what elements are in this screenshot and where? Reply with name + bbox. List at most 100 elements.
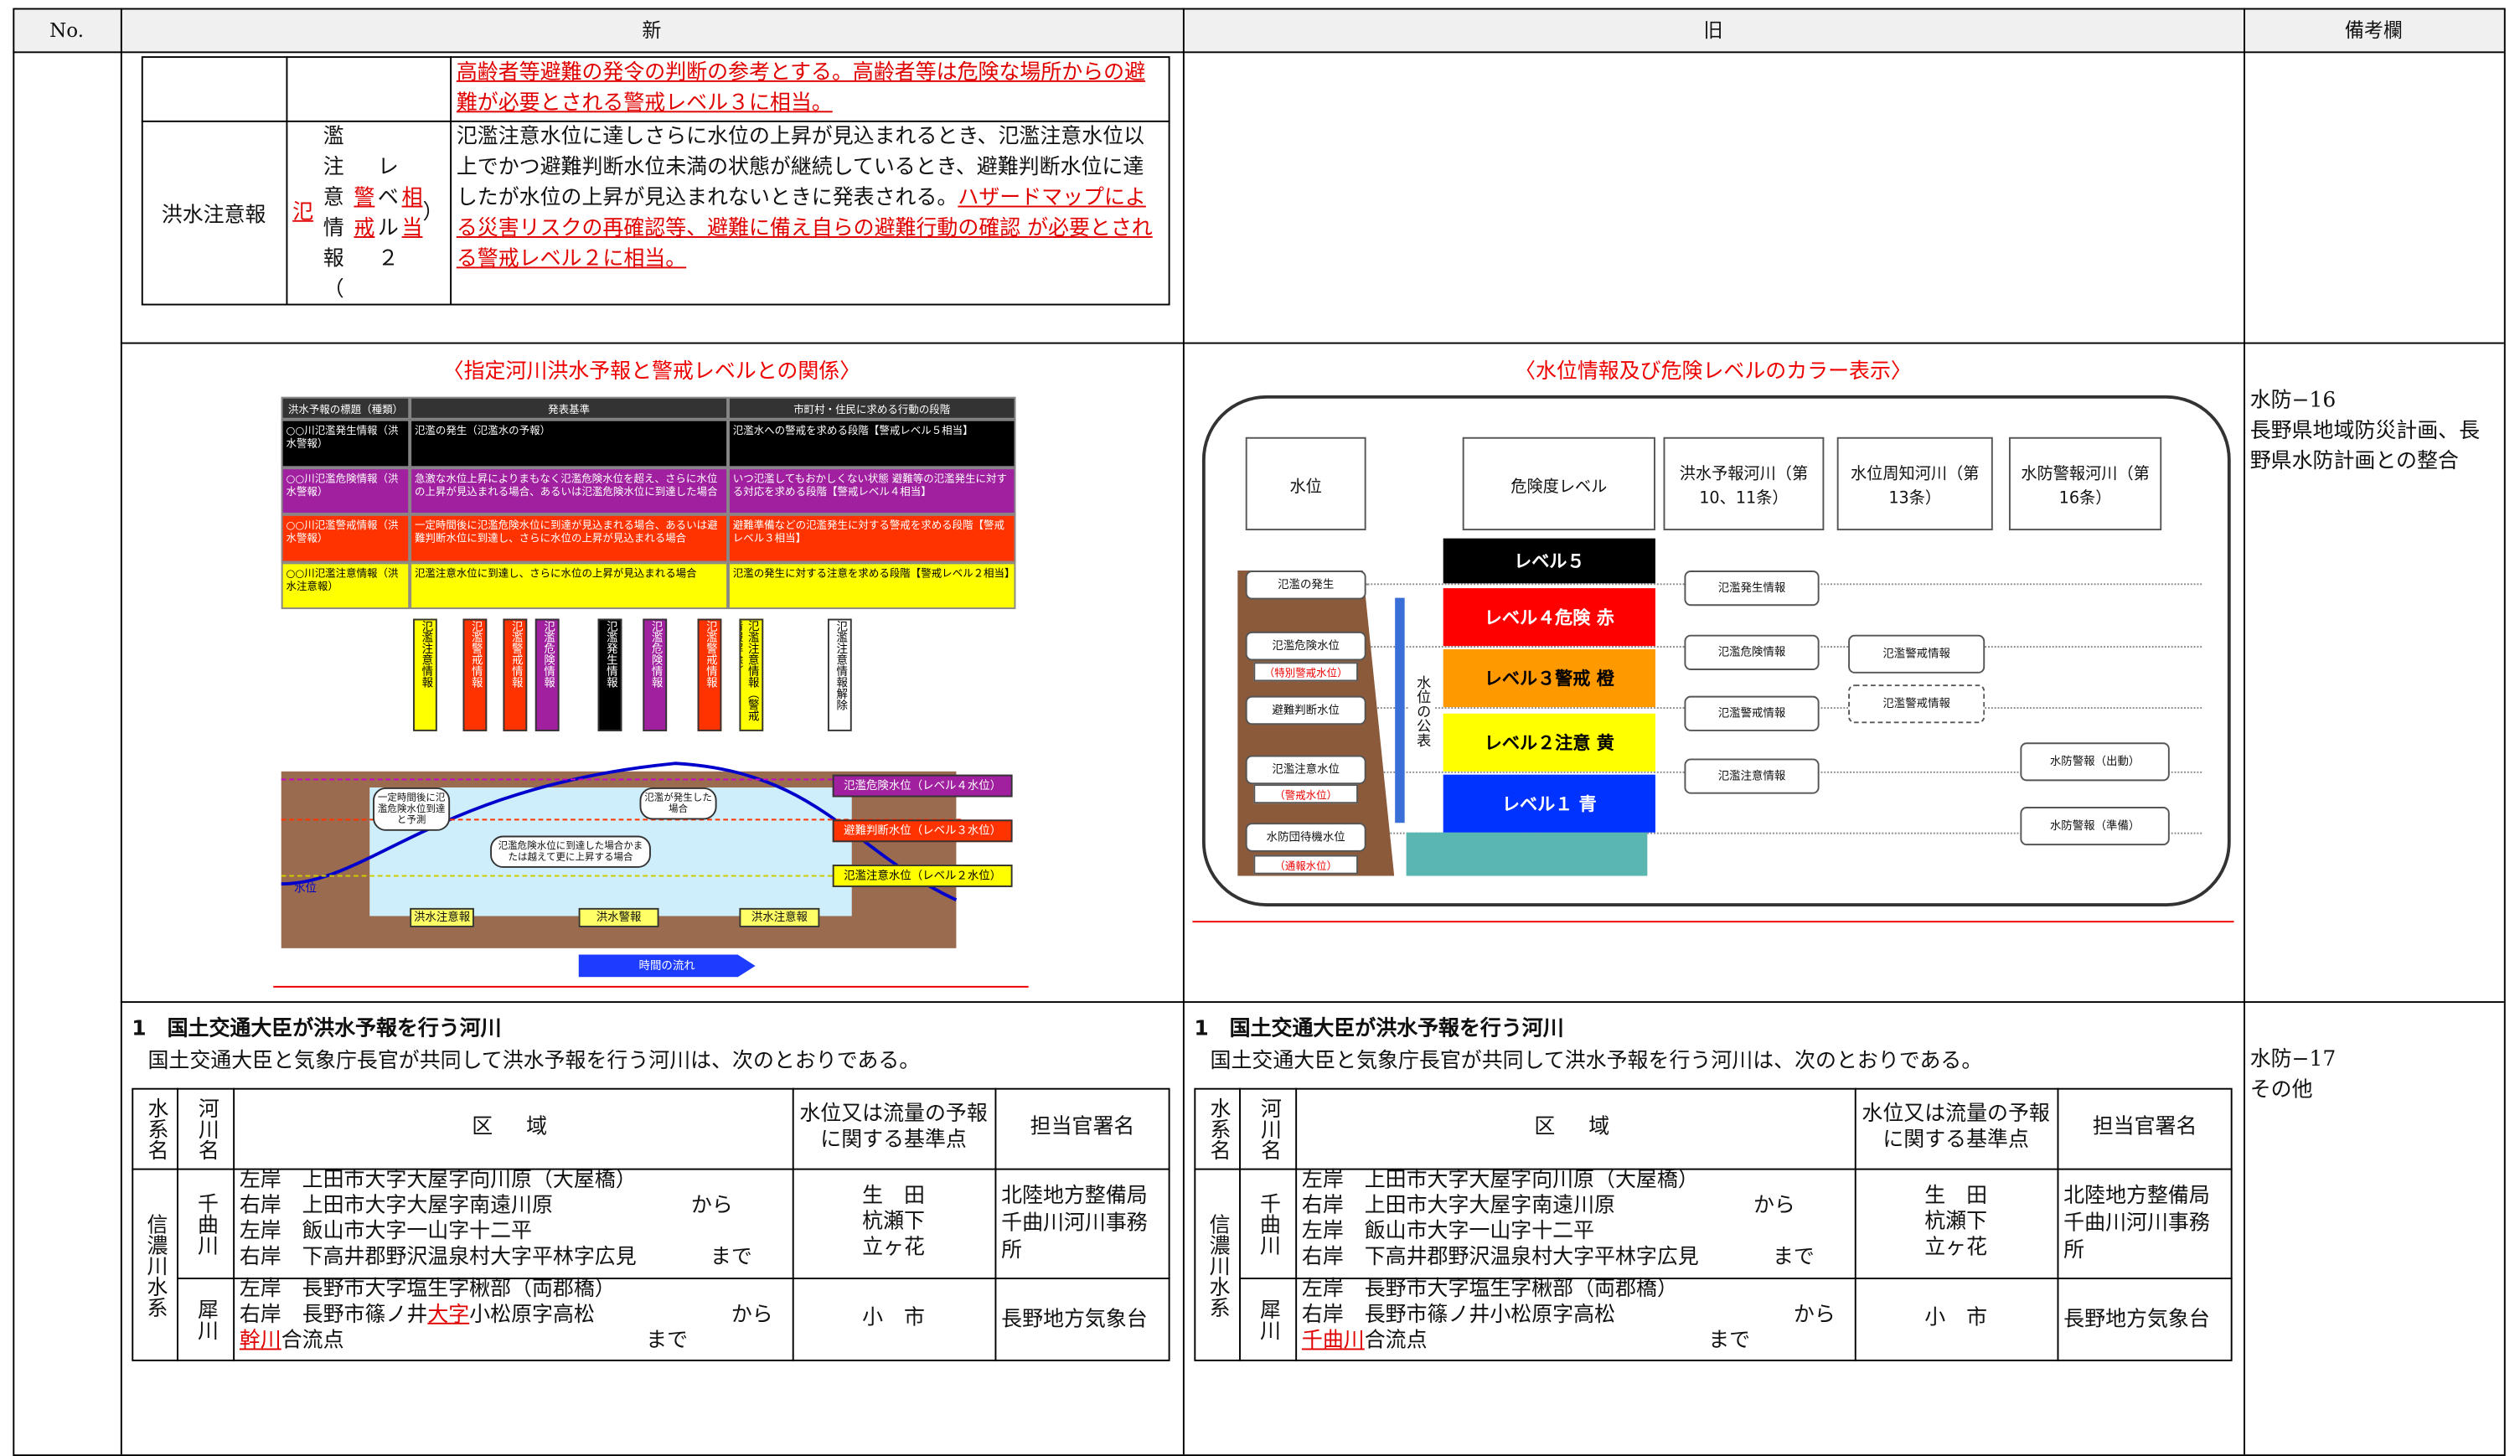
text: 左岸 飯山市大字一山字十二平 bbox=[1301, 1220, 1595, 1244]
rule bbox=[132, 1168, 1170, 1170]
points: 小 市 bbox=[793, 1278, 995, 1361]
point: 生 田 bbox=[862, 1184, 926, 1209]
zone-from: から bbox=[731, 1303, 773, 1328]
zone-to: まで bbox=[646, 1329, 689, 1354]
level-label: 氾濫危険水位（レベル４水位） bbox=[832, 774, 1013, 798]
text: 左岸 上田市大字大屋字向川原（大屋橋） bbox=[239, 1168, 637, 1193]
text: ） bbox=[422, 200, 444, 225]
column-box: 危険度レベル bbox=[1462, 436, 1655, 531]
remark: 長野県地域防災計画、長野県水防計画との整合 bbox=[2249, 419, 2481, 474]
rule bbox=[120, 8, 122, 1455]
header-cell: 旧 bbox=[1703, 19, 1723, 42]
note: 氾濫が発生した場合 bbox=[639, 787, 717, 820]
text: 濫注意情報（ bbox=[323, 124, 344, 302]
publish: 水位の公表 bbox=[1409, 650, 1436, 772]
rule bbox=[177, 1087, 178, 1361]
zone-to: まで bbox=[710, 1245, 752, 1270]
text: レベル２ bbox=[377, 155, 399, 271]
info-arrow: 氾濫警戒情報 bbox=[697, 618, 722, 731]
fig-cell: 避難準備などの氾濫発生に対する警戒を求める段階【警戒レベル３相当】 bbox=[728, 514, 1016, 562]
notice-box: 氾濫警戒情報 bbox=[1848, 634, 1986, 674]
water bbox=[1406, 832, 1648, 876]
text: 小松原字高松 bbox=[469, 1303, 595, 1328]
zone: 千曲川合流点 bbox=[1302, 1329, 1428, 1355]
info-arrow: 氾濫注意情報解除 bbox=[827, 618, 852, 731]
header-cell: No. bbox=[49, 18, 85, 41]
info-arrow: 氾濫警戒情報 bbox=[503, 618, 528, 731]
header-cell: 新 bbox=[642, 19, 662, 42]
forecast-box: 氾濫注意情報 bbox=[1684, 758, 1820, 794]
intro: 国土交通大臣と気象庁長官が共同して洪水予報を行う河川は、次のとおりである。 bbox=[147, 1049, 921, 1074]
cell-text: 氾濫注意情報（ 警戒 レベル２ 相当） bbox=[292, 121, 443, 306]
info-arrow: 氾濫危険情報 bbox=[534, 618, 560, 731]
office: 北陸地方整備局千曲川河川事務所 bbox=[2063, 1183, 2210, 1262]
cell-text: 洪水注意報 bbox=[161, 204, 266, 229]
fig-cell: いつ氾濫してもおかしくない状態 避難等の氾濫発生に対する対応を求める段階【警戒レ… bbox=[728, 467, 1016, 514]
text: 右岸 上田市大字大屋字南遠川原 bbox=[239, 1194, 553, 1219]
info-arrow: 氾濫危険情報 bbox=[643, 618, 668, 731]
zone: 幹川合流点 bbox=[240, 1329, 344, 1355]
rule bbox=[286, 56, 288, 306]
system: 信濃川水系 bbox=[1204, 1212, 1229, 1318]
level-bar: レベル３警戒 橙 bbox=[1443, 649, 1655, 708]
point: 杭瀬下 bbox=[862, 1210, 926, 1235]
table bbox=[1194, 1087, 2233, 1361]
zone: 左岸 長野市大字塩生字楸部（両郡橋） bbox=[240, 1278, 616, 1304]
changed-text: 相当 bbox=[401, 185, 423, 240]
cell-text: 高齢者等避難の発令の判断の参考とする。高齢者等は危険な場所からの避難が必要とされ… bbox=[457, 58, 1164, 119]
zone: 右岸 上田市大字大屋字南遠川原 bbox=[240, 1194, 553, 1220]
forecast-box: 氾濫危険情報 bbox=[1684, 634, 1820, 670]
remark: その他 bbox=[2249, 1078, 2313, 1103]
notice-box: 氾濫警戒情報 bbox=[1848, 684, 1986, 724]
header-row bbox=[13, 8, 2504, 52]
fig-cell: ○○川氾濫注意情報（洪水注意報） bbox=[281, 561, 411, 610]
zone: 左岸 飯山市大字一山字十二平 bbox=[240, 1220, 532, 1246]
water-label: 水位 bbox=[294, 882, 317, 896]
text: 左岸 飯山市大字一山字十二平 bbox=[239, 1220, 533, 1244]
fig-cell: 急激な水位上昇によりまもなく氾濫危険水位を超え、さらに水位の上昇が見込まれる場合… bbox=[410, 467, 729, 514]
column-box: 水防警報河川（第16条） bbox=[2008, 436, 2162, 531]
note: 氾濫危険水位に到達した場合かまたは越えて更に上昇する場合 bbox=[490, 835, 651, 868]
publish-arrow bbox=[1395, 597, 1405, 824]
info-arrow: 氾濫注意情報（警戒情報解除） bbox=[739, 618, 764, 731]
rule bbox=[1192, 921, 2234, 923]
rule bbox=[177, 1278, 1170, 1280]
office: 北陸地方整備局千曲川河川事務所 bbox=[1001, 1183, 1148, 1262]
fig-cell: ○○川氾濫警戒情報（洪水警報） bbox=[281, 514, 411, 562]
rule bbox=[1854, 1087, 1856, 1361]
rule bbox=[1239, 1278, 2233, 1280]
changed-text: ハザードマップによる災害リスクの再確認等、避難に備え自らの避難行動の確認 が必要… bbox=[456, 186, 1153, 272]
rule bbox=[13, 51, 2504, 54]
info-arrow: 氾濫発生情報 bbox=[597, 618, 622, 731]
zone: 左岸 上田市大字大屋字向川原（大屋橋） bbox=[240, 1169, 637, 1195]
zone-to: まで bbox=[1772, 1245, 1815, 1270]
text: 右岸 下高井郡野沢温泉村大字平林字広見 bbox=[239, 1245, 637, 1270]
table bbox=[141, 56, 1170, 306]
info-arrow: 氾濫警戒情報 bbox=[462, 618, 488, 731]
col-header: 水位又は流量の予報に関する基準点 bbox=[799, 1102, 988, 1153]
header-cell: 備考欄 bbox=[2344, 19, 2403, 42]
zone-from: から bbox=[1793, 1303, 1836, 1328]
text: 右岸 上田市大字大屋字南遠川原 bbox=[1301, 1194, 1615, 1219]
flood-box: 水防警報（準備） bbox=[2020, 807, 2170, 846]
zone: 右岸 長野市篠ノ井小松原字高松 bbox=[1302, 1304, 1615, 1330]
river: 千曲川 bbox=[1255, 1191, 1280, 1255]
period: 洪水警報 bbox=[578, 907, 659, 927]
fig-cell: 氾濫水への警戒を求める段階【警戒レベル５相当】 bbox=[728, 419, 1016, 467]
point: 生 田 bbox=[1924, 1184, 1988, 1209]
points: 生 田杭瀬下 立ヶ花 bbox=[793, 1169, 995, 1278]
stage-note: （警戒水位） bbox=[1253, 784, 1359, 804]
col-header: 区 域 bbox=[1534, 1115, 1616, 1140]
col-header: 水位又は流量の予報に関する基準点 bbox=[1862, 1102, 2050, 1153]
zone: 右岸 長野市篠ノ井大字小松原字高松 bbox=[240, 1304, 595, 1330]
rule bbox=[120, 342, 2504, 344]
changed-text: 大字 bbox=[427, 1303, 470, 1328]
text: 左岸 長野市大字塩生字楸部（両郡橋） bbox=[239, 1278, 616, 1302]
guide bbox=[1366, 832, 2202, 834]
river: 犀川 bbox=[1255, 1299, 1280, 1340]
text: 氾濫注意水位に達しさらに水位の上昇が見込まれるとき、氾濫注意水位以上でかつ避難判… bbox=[456, 125, 1145, 211]
fig-cell: 一定時間後に氾濫危険水位に到達が見込まれる場合、あるいは避難判断水位に到達し、さ… bbox=[410, 514, 729, 562]
office: 長野地方気象台 bbox=[1001, 1307, 1148, 1332]
